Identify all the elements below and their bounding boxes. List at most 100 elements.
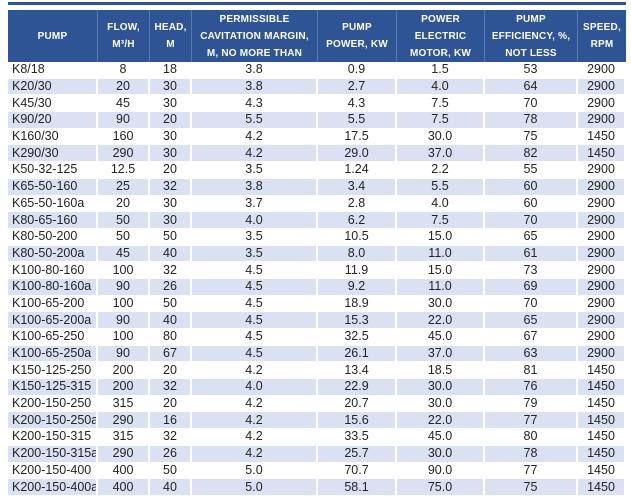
cell-motor: 37.0 — [397, 145, 485, 163]
cell-head: 30 — [150, 195, 192, 213]
cell-flow: 200 — [98, 362, 150, 380]
column-header-power: PUMP POWER, KW — [318, 10, 397, 62]
cell-pump: K90/20 — [8, 112, 98, 129]
cell-cavitation: 4.5 — [192, 295, 318, 313]
header-row: PUMP FLOW, M³/H HEAD, M PERMISSIBLE CAVITAT… — [8, 10, 626, 62]
cell-head: 16 — [150, 412, 192, 430]
cell-motor: 11.0 — [397, 245, 485, 263]
table-row: K80-50-200a 45 40 3.5 8.0 11.0 61 2900 — [8, 245, 626, 263]
cell-motor: 45.0 — [397, 429, 485, 446]
table-row: K8/18 8 18 3.8 0.9 1.5 53 2900 — [8, 62, 626, 79]
cell-motor: 30.0 — [397, 379, 485, 396]
cell-pump: K100-80-160 — [8, 262, 98, 279]
table-head: PUMP FLOW, M³/H HEAD, M PERMISSIBLE CAVITAT… — [8, 10, 626, 62]
cell-motor: 22.0 — [397, 312, 485, 329]
cell-speed: 1450 — [578, 128, 626, 146]
cell-efficiency: 63 — [485, 345, 578, 363]
cell-efficiency: 70 — [485, 295, 578, 313]
cell-head: 32 — [150, 429, 192, 446]
cell-efficiency: 77 — [485, 412, 578, 430]
cell-power: 4.3 — [318, 95, 397, 113]
cell-efficiency: 77 — [485, 462, 578, 480]
cell-efficiency: 60 — [485, 195, 578, 213]
table-row: K100-65-200 100 50 4.5 18.9 30.0 70 2900 — [8, 295, 626, 313]
cell-motor: 2.2 — [397, 162, 485, 179]
cell-speed: 2900 — [578, 329, 626, 346]
cell-flow: 45 — [98, 95, 150, 113]
cell-motor: 5.5 — [397, 178, 485, 196]
cell-head: 20 — [150, 362, 192, 380]
cell-pump: K200-150-250a — [8, 412, 98, 430]
cell-efficiency: 82 — [485, 145, 578, 163]
cell-pump: K50-32-125 — [8, 162, 98, 179]
cell-efficiency: 73 — [485, 262, 578, 279]
column-header-flow: FLOW, M³/H — [98, 10, 150, 62]
table-row: K100-65-250 100 80 4.5 32.5 45.0 67 2900 — [8, 329, 626, 346]
cell-motor: 15.0 — [397, 262, 485, 279]
cell-motor: 4.0 — [397, 195, 485, 213]
cell-pump: K20/30 — [8, 78, 98, 96]
cell-pump: K200-150-315 — [8, 429, 98, 446]
cell-power: 22.9 — [318, 379, 397, 396]
cell-cavitation: 4.5 — [192, 312, 318, 329]
cell-motor: 15.0 — [397, 228, 485, 246]
cell-speed: 2900 — [578, 178, 626, 196]
table-top-border-rule — [8, 2, 626, 5]
cell-speed: 1450 — [578, 445, 626, 463]
cell-motor: 75.0 — [397, 479, 485, 496]
cell-pump: K80-65-160 — [8, 212, 98, 229]
cell-power: 15.3 — [318, 312, 397, 329]
table-row: K20/30 20 30 3.8 2.7 4.0 64 2900 — [8, 78, 626, 96]
cell-efficiency: 64 — [485, 78, 578, 96]
cell-flow: 20 — [98, 195, 150, 213]
cell-head: 20 — [150, 395, 192, 413]
cell-speed: 2900 — [578, 245, 626, 263]
cell-speed: 2900 — [578, 95, 626, 113]
cell-head: 30 — [150, 212, 192, 229]
table-row: K200-150-250a 290 16 4.2 15.6 22.0 77 1450 — [8, 412, 626, 430]
cell-flow: 290 — [98, 145, 150, 163]
cell-power: 20.7 — [318, 395, 397, 413]
cell-head: 40 — [150, 312, 192, 329]
cell-flow: 100 — [98, 329, 150, 346]
cell-flow: 160 — [98, 128, 150, 146]
table-row: K200-150-315 315 32 4.2 33.5 45.0 80 1450 — [8, 429, 626, 446]
cell-efficiency: 75 — [485, 479, 578, 496]
cell-cavitation: 4.2 — [192, 395, 318, 413]
cell-efficiency: 65 — [485, 228, 578, 246]
cell-power: 18.9 — [318, 295, 397, 313]
cell-flow: 100 — [98, 262, 150, 279]
column-header-efficiency: PUMP EFFICIENCY, %, NOT LESS — [485, 10, 578, 62]
cell-flow: 400 — [98, 462, 150, 480]
cell-motor: 30.0 — [397, 445, 485, 463]
column-header-head: HEAD, M — [150, 10, 192, 62]
cell-flow: 400 — [98, 479, 150, 496]
cell-efficiency: 75 — [485, 128, 578, 146]
cell-power: 5.5 — [318, 112, 397, 129]
cell-cavitation: 4.2 — [192, 128, 318, 146]
cell-pump: K65-50-160 — [8, 178, 98, 196]
cell-speed: 1450 — [578, 429, 626, 446]
cell-efficiency: 65 — [485, 312, 578, 329]
cell-cavitation: 3.5 — [192, 245, 318, 263]
cell-pump: K200-150-400a — [8, 479, 98, 496]
cell-power: 8.0 — [318, 245, 397, 263]
cell-head: 20 — [150, 112, 192, 129]
cell-power: 17.5 — [318, 128, 397, 146]
cell-efficiency: 78 — [485, 112, 578, 129]
cell-head: 40 — [150, 245, 192, 263]
table-body: K8/18 8 18 3.8 0.9 1.5 53 2900 K20/30 20 30 3.8 2.7 4… — [8, 62, 626, 496]
cell-motor: 30.0 — [397, 128, 485, 146]
cell-motor: 7.5 — [397, 95, 485, 113]
cell-speed: 2900 — [578, 78, 626, 96]
cell-speed: 2900 — [578, 195, 626, 213]
cell-cavitation: 3.7 — [192, 195, 318, 213]
cell-motor: 7.5 — [397, 112, 485, 129]
cell-cavitation: 4.2 — [192, 145, 318, 163]
cell-cavitation: 3.5 — [192, 228, 318, 246]
cell-power: 33.5 — [318, 429, 397, 446]
column-header-motor: POWER ELECTRIC MOTOR, KW — [397, 10, 485, 62]
cell-motor: 18.5 — [397, 362, 485, 380]
cell-cavitation: 3.5 — [192, 162, 318, 179]
